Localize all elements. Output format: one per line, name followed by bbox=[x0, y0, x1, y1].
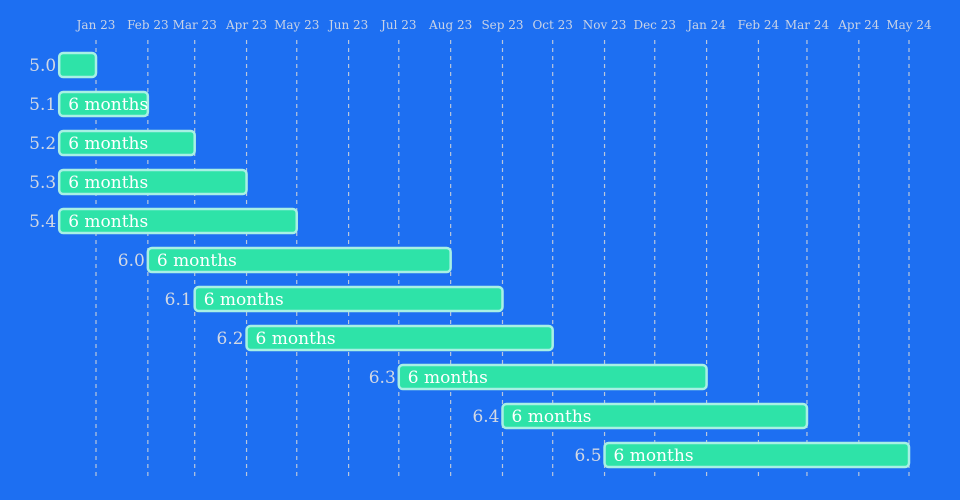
task-label: 6.0 bbox=[118, 251, 145, 271]
task-label: 6.2 bbox=[217, 329, 244, 349]
task-label: 5.0 bbox=[29, 56, 56, 76]
task-bar bbox=[57, 168, 248, 196]
task-label: 5.1 bbox=[29, 95, 56, 115]
x-tick-label: Mar 24 bbox=[785, 18, 830, 32]
x-tick-label: Apr 24 bbox=[837, 18, 880, 32]
task-bar bbox=[603, 441, 911, 469]
bar-duration-label: 6 months bbox=[204, 290, 284, 310]
bar-duration-label: 6 months bbox=[256, 329, 336, 349]
task-bar bbox=[397, 363, 708, 391]
x-tick-label: Jan 24 bbox=[685, 18, 726, 32]
task-bar bbox=[146, 246, 452, 274]
task-bar bbox=[501, 402, 809, 430]
bar-duration-label: 6 months bbox=[68, 173, 148, 193]
x-tick-label: May 23 bbox=[274, 18, 319, 32]
task-label: 6.5 bbox=[574, 446, 601, 466]
bar-duration-label: 6 months bbox=[68, 212, 148, 232]
x-tick-label: May 24 bbox=[886, 18, 932, 32]
x-tick-label: Jun 23 bbox=[327, 18, 368, 32]
x-tick-label: Jul 23 bbox=[379, 18, 416, 32]
bar-duration-label: 6 months bbox=[68, 134, 148, 154]
x-tick-label: Nov 23 bbox=[583, 18, 627, 32]
bar-duration-label: 6 months bbox=[614, 446, 694, 466]
x-tick-label: Mar 23 bbox=[173, 18, 217, 32]
x-tick-label: Jan 23 bbox=[75, 18, 116, 32]
task-bar bbox=[57, 207, 298, 235]
task-bar bbox=[57, 129, 196, 157]
task-label: 5.3 bbox=[29, 173, 56, 193]
task-label: 6.4 bbox=[472, 407, 499, 427]
x-tick-label: Feb 24 bbox=[738, 18, 780, 32]
task-bar bbox=[245, 324, 554, 352]
bar-duration-label: 6 months bbox=[68, 95, 148, 115]
task-bar bbox=[57, 90, 150, 118]
bar-duration-label: 6 months bbox=[408, 368, 488, 388]
task-label: 6.1 bbox=[165, 290, 192, 310]
x-tick-label: Oct 23 bbox=[532, 18, 572, 32]
x-tick-label: Feb 23 bbox=[127, 18, 169, 32]
task-bar bbox=[57, 51, 98, 79]
bar-duration-label: 6 months bbox=[157, 251, 237, 271]
task-bar bbox=[193, 285, 504, 313]
bar-duration-label: 6 months bbox=[512, 407, 592, 427]
task-label: 5.2 bbox=[29, 134, 56, 154]
task-label: 6.3 bbox=[369, 368, 396, 388]
task-label: 5.4 bbox=[29, 212, 56, 232]
x-tick-label: Apr 23 bbox=[225, 18, 267, 32]
x-tick-label: Aug 23 bbox=[428, 18, 472, 32]
x-tick-label: Sep 23 bbox=[481, 18, 523, 32]
x-tick-label: Dec 23 bbox=[633, 18, 676, 32]
